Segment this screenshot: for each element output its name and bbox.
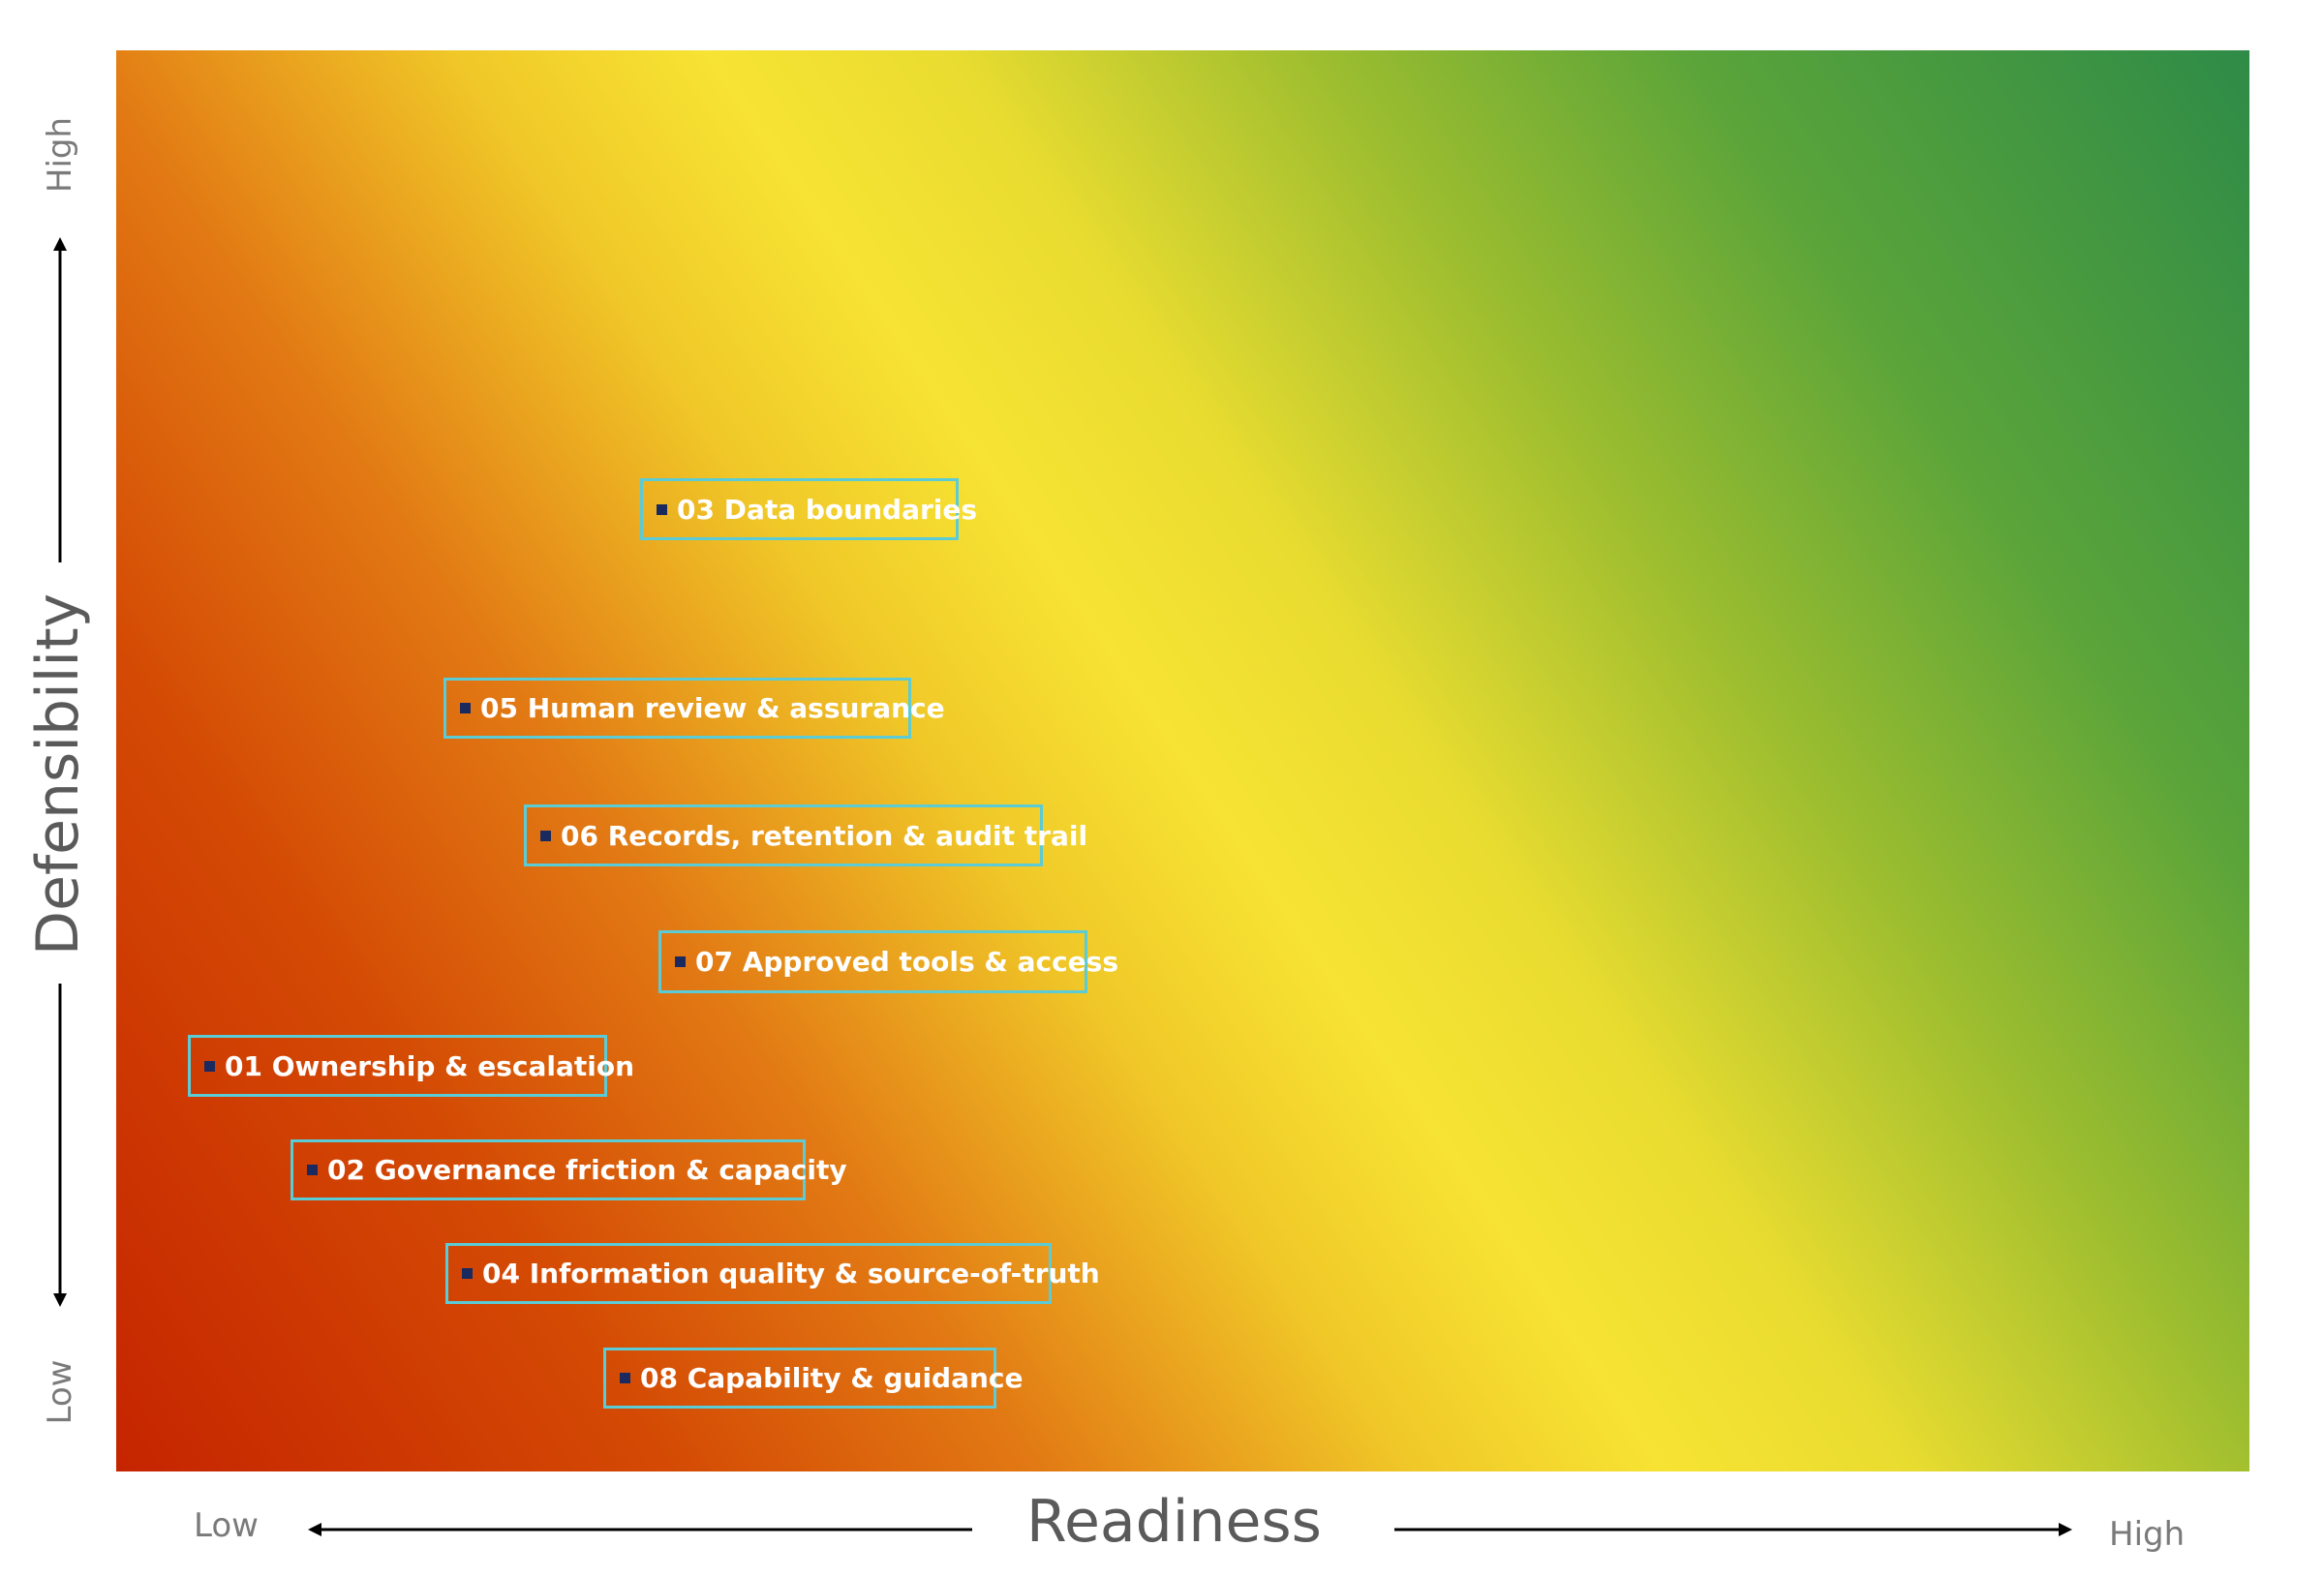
item-label: 05 Human review & assurance [480,692,945,724]
marker-icon [675,956,686,967]
item-label: 06 Records, retention & audit trail [561,819,1088,852]
marker-icon [462,1268,473,1279]
x-axis-title: Readiness [1026,1488,1322,1556]
item-05: 05 Human review & assurance [443,678,945,739]
marker-icon [307,1165,318,1175]
arrow-right-icon [1394,1523,2072,1536]
item-label: 03 Data boundaries [677,493,978,526]
item-label: 02 Governance friction & capacity [327,1154,847,1186]
arrow-down-icon [53,984,67,1307]
readiness-defensibility-matrix [116,50,2249,1471]
marker-icon [460,703,471,713]
item-03: 03 Data boundaries [640,478,977,540]
arrow-left-icon [308,1523,972,1536]
y-axis-low-label: Low [41,1359,79,1425]
marker-icon [204,1060,215,1072]
item-label: 01 Ownership & escalation [225,1049,635,1082]
item-02: 02 Governance friction & capacity [290,1139,847,1200]
item-label: 08 Capability & guidance [640,1362,1024,1394]
marker-icon [657,503,667,515]
y-axis-title: Defensibility [24,592,92,956]
x-axis-low-label: Low [194,1506,259,1545]
item-label: 04 Information quality & source-of-truth [482,1258,1100,1289]
item-08: 08 Capability & guidance [603,1348,1024,1409]
item-06: 06 Records, retention & audit trail [524,804,1087,866]
item-04: 04 Information quality & source-of-truth [445,1243,1100,1304]
item-01: 01 Ownership & escalation [188,1035,634,1097]
x-axis-high-label: High [2109,1515,2186,1554]
marker-icon [540,830,551,841]
y-axis-high-label: High [41,116,79,194]
item-07: 07 Approved tools & access [658,930,1118,993]
arrow-up-icon [53,237,67,562]
marker-icon [620,1373,630,1383]
item-label: 07 Approved tools & access [695,946,1118,978]
